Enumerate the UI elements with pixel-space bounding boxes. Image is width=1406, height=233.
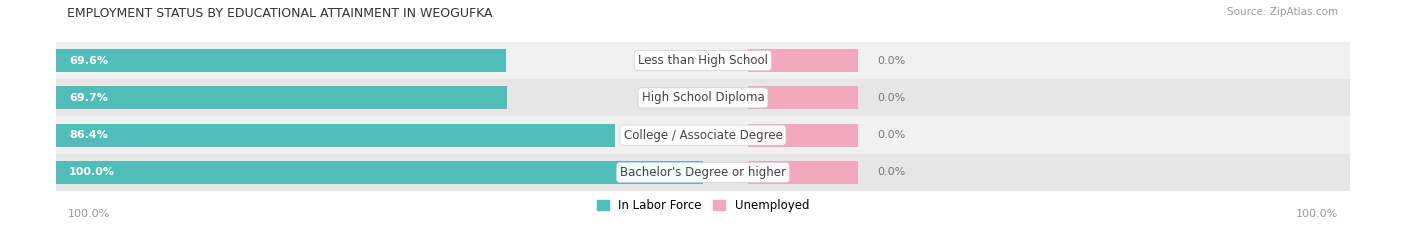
Text: 0.0%: 0.0% [877, 56, 905, 65]
Text: 0.0%: 0.0% [877, 130, 905, 140]
Text: 100.0%: 100.0% [67, 209, 110, 219]
Text: Bachelor's Degree or higher: Bachelor's Degree or higher [620, 166, 786, 179]
Bar [748, 123, 858, 147]
Text: Source: ZipAtlas.com: Source: ZipAtlas.com [1227, 7, 1339, 17]
Bar [748, 49, 858, 72]
Text: 0.0%: 0.0% [877, 93, 905, 103]
Text: EMPLOYMENT STATUS BY EDUCATIONAL ATTAINMENT IN WEOGUFKA: EMPLOYMENT STATUS BY EDUCATIONAL ATTAINM… [67, 7, 494, 20]
Bar [56, 42, 1350, 79]
Bar [56, 86, 508, 110]
Text: 0.0%: 0.0% [877, 168, 905, 177]
Bar [56, 116, 1350, 154]
Bar [748, 86, 858, 110]
Bar [56, 123, 614, 147]
Text: Less than High School: Less than High School [638, 54, 768, 67]
Bar [56, 49, 506, 72]
Legend: In Labor Force, Unemployed: In Labor Force, Unemployed [598, 199, 808, 212]
Text: High School Diploma: High School Diploma [641, 91, 765, 104]
Text: 100.0%: 100.0% [69, 168, 115, 177]
Text: 86.4%: 86.4% [69, 130, 108, 140]
Text: College / Associate Degree: College / Associate Degree [624, 129, 782, 142]
Text: 69.6%: 69.6% [69, 56, 108, 65]
Text: 100.0%: 100.0% [1296, 209, 1339, 219]
Bar [56, 154, 1350, 191]
Text: 69.7%: 69.7% [69, 93, 108, 103]
Bar [56, 79, 1350, 116]
Bar [748, 161, 858, 184]
Bar [56, 161, 703, 184]
